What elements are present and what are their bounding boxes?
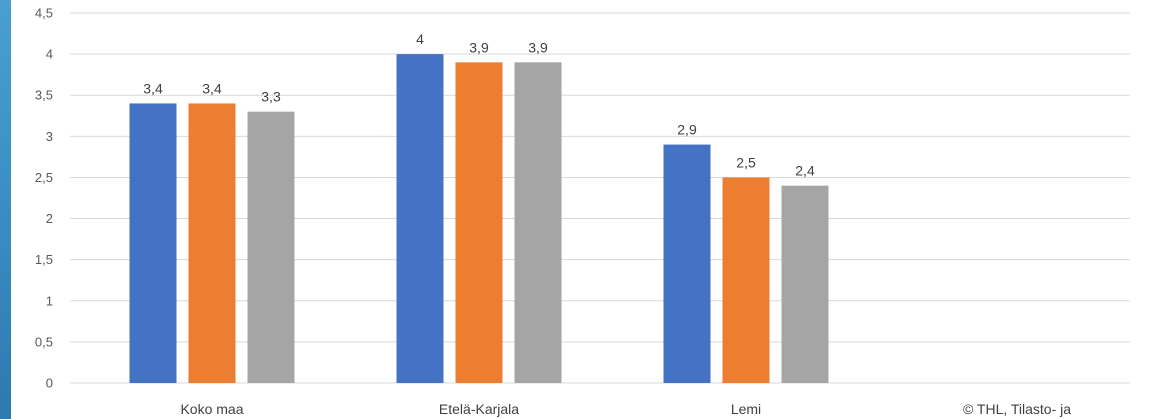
gridlines bbox=[70, 12, 1130, 384]
bar-value-label: 3,9 bbox=[469, 39, 489, 55]
data-labels: 3,4 3,4 3,3 4 3,9 3,9 2,9 2,5 2,4 bbox=[143, 31, 815, 179]
bar bbox=[514, 62, 562, 383]
left-accent-strip bbox=[0, 0, 11, 419]
bar-value-label: 2,4 bbox=[795, 163, 815, 179]
bar bbox=[188, 103, 236, 383]
bar-value-label: 3,9 bbox=[528, 39, 548, 55]
bar bbox=[396, 54, 444, 383]
bar bbox=[781, 185, 829, 383]
y-tick-label: 3 bbox=[46, 129, 53, 144]
bar bbox=[129, 103, 177, 383]
bar bbox=[455, 62, 503, 383]
x-category-label: Koko maa bbox=[180, 401, 243, 417]
bar-value-label: 2,9 bbox=[677, 122, 697, 138]
x-category-label: Etelä-Karjala bbox=[439, 401, 519, 417]
bar-value-label: 3,4 bbox=[202, 80, 222, 96]
y-tick-label: 1 bbox=[46, 293, 53, 308]
bar-value-label: 2,5 bbox=[736, 154, 756, 170]
y-axis-ticks: 0 0,5 1 1,5 2 2,5 3 3,5 4 4,5 bbox=[35, 6, 53, 391]
y-tick-label: 3,5 bbox=[35, 88, 53, 103]
bar bbox=[663, 144, 711, 383]
bar-value-label: 3,3 bbox=[261, 89, 281, 105]
y-tick-label: 0 bbox=[46, 376, 53, 391]
y-tick-label: 1,5 bbox=[35, 252, 53, 267]
bar bbox=[247, 111, 295, 384]
x-category-label: Lemi bbox=[731, 401, 761, 417]
y-tick-label: 4,5 bbox=[35, 6, 53, 21]
x-axis-categories: Koko maa Etelä-Karjala Lemi bbox=[180, 401, 761, 417]
y-tick-label: 0,5 bbox=[35, 334, 53, 349]
copyright-credit: © THL, Tilasto- ja bbox=[963, 401, 1071, 417]
bar-value-label: 4 bbox=[416, 31, 424, 47]
bar bbox=[722, 177, 770, 383]
bars bbox=[129, 54, 829, 384]
bar-value-label: 3,4 bbox=[143, 80, 163, 96]
y-tick-label: 2 bbox=[46, 211, 53, 226]
y-tick-label: 4 bbox=[46, 47, 53, 62]
y-tick-label: 2,5 bbox=[35, 170, 53, 185]
